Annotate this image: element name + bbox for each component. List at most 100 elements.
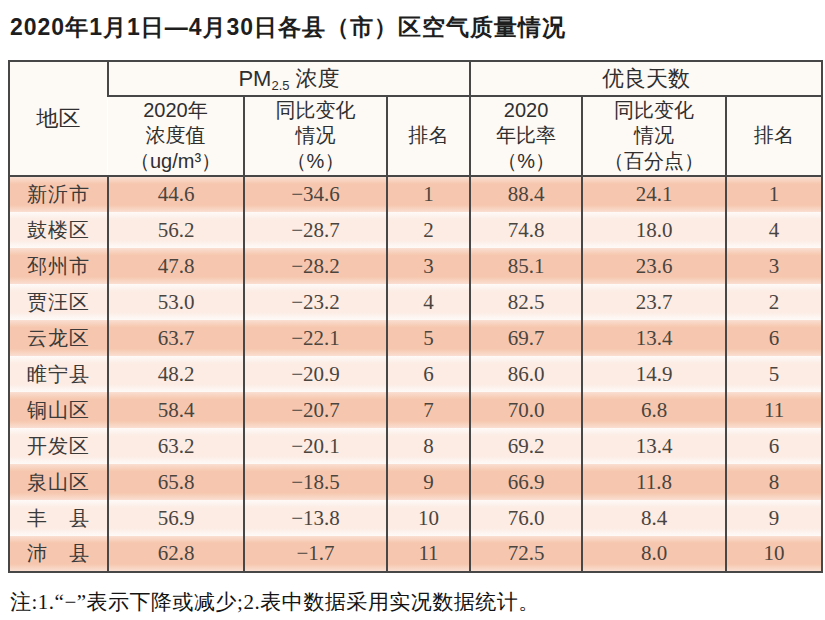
region-cell: 鼓楼区 <box>9 212 108 248</box>
table-row: 丰 县56.9−13.81076.08.49 <box>9 500 822 536</box>
good-rank-cell: 3 <box>726 248 822 284</box>
good-change-cell: 11.8 <box>582 464 726 500</box>
pm-value-cell: 44.6 <box>108 176 244 212</box>
good-change-cell: 13.4 <box>582 320 726 356</box>
good-change-header: 同比变化 情况 （百分点） <box>582 96 726 176</box>
pm-value-cell: 56.9 <box>108 500 244 536</box>
good-days-group-header: 优良天数 <box>470 61 822 96</box>
good-ratio-cell: 66.9 <box>470 464 582 500</box>
pm-value-cell: 56.2 <box>108 212 244 248</box>
pm-value-cell: 65.8 <box>108 464 244 500</box>
good-rank-cell: 8 <box>726 464 822 500</box>
good-change-cell: 13.4 <box>582 428 726 464</box>
pm-rank-cell: 3 <box>387 248 470 284</box>
pm-change-cell: −18.5 <box>244 464 387 500</box>
table-row: 铜山区58.4−20.7770.06.811 <box>9 392 822 428</box>
good-ratio-cell: 76.0 <box>470 500 582 536</box>
pm-value-cell: 62.8 <box>108 536 244 572</box>
good-ratio-cell: 82.5 <box>470 284 582 320</box>
pm25-label-prefix: PM <box>238 66 271 91</box>
pm-change-cell: −20.7 <box>244 392 387 428</box>
pm-change-cell: −34.6 <box>244 176 387 212</box>
pm25-label-suffix: 浓度 <box>289 66 339 91</box>
pm-rank-cell: 11 <box>387 536 470 572</box>
pm-rank-cell: 9 <box>387 464 470 500</box>
good-rank-header: 排名 <box>726 96 822 176</box>
region-cell: 邳州市 <box>9 248 108 284</box>
pm-value-cell: 58.4 <box>108 392 244 428</box>
region-cell: 睢宁县 <box>9 356 108 392</box>
good-rank-cell: 2 <box>726 284 822 320</box>
good-rank-cell: 5 <box>726 356 822 392</box>
pm-change-cell: −20.9 <box>244 356 387 392</box>
good-ratio-header: 2020 年比率 （%） <box>470 96 582 176</box>
good-change-cell: 6.8 <box>582 392 726 428</box>
pm-rank-cell: 1 <box>387 176 470 212</box>
good-rank-cell: 10 <box>726 536 822 572</box>
good-change-cell: 24.1 <box>582 176 726 212</box>
pm-value-cell: 63.7 <box>108 320 244 356</box>
good-ratio-cell: 74.8 <box>470 212 582 248</box>
good-ratio-cell: 69.7 <box>470 320 582 356</box>
table-row: 云龙区63.7−22.1569.713.46 <box>9 320 822 356</box>
header-group-row: 地区 PM2.5 浓度 优良天数 <box>9 61 822 96</box>
good-change-cell: 23.7 <box>582 284 726 320</box>
pm-value-cell: 48.2 <box>108 356 244 392</box>
table-row: 开发区63.2−20.1869.213.46 <box>9 428 822 464</box>
pm-value-cell: 47.8 <box>108 248 244 284</box>
table-header: 地区 PM2.5 浓度 优良天数 2020年 浓度值 （ug/m³） 同比变化 … <box>9 61 822 176</box>
region-cell: 沛 县 <box>9 536 108 572</box>
pm-change-cell: −28.7 <box>244 212 387 248</box>
pm25-group-header: PM2.5 浓度 <box>108 61 470 96</box>
good-ratio-cell: 72.5 <box>470 536 582 572</box>
good-ratio-cell: 88.4 <box>470 176 582 212</box>
pm-rank-cell: 4 <box>387 284 470 320</box>
table-row: 沛 县62.8−1.71172.58.010 <box>9 536 822 572</box>
table-row: 睢宁县48.2−20.9686.014.95 <box>9 356 822 392</box>
region-column-header: 地区 <box>9 61 108 176</box>
table-row: 鼓楼区56.2−28.7274.818.04 <box>9 212 822 248</box>
good-ratio-cell: 85.1 <box>470 248 582 284</box>
good-rank-cell: 6 <box>726 428 822 464</box>
region-cell: 贾汪区 <box>9 284 108 320</box>
table-body: 新沂市44.6−34.6188.424.11鼓楼区56.2−28.7274.81… <box>9 176 822 572</box>
good-ratio-cell: 70.0 <box>470 392 582 428</box>
pm-rank-cell: 10 <box>387 500 470 536</box>
pm-change-cell: −1.7 <box>244 536 387 572</box>
good-rank-cell: 11 <box>726 392 822 428</box>
good-rank-cell: 6 <box>726 320 822 356</box>
pm-rank-cell: 8 <box>387 428 470 464</box>
good-change-cell: 18.0 <box>582 212 726 248</box>
pm-value-header: 2020年 浓度值 （ug/m³） <box>108 96 244 176</box>
pm-change-header: 同比变化 情况 （%） <box>244 96 387 176</box>
region-cell: 铜山区 <box>9 392 108 428</box>
region-cell: 开发区 <box>9 428 108 464</box>
good-change-cell: 8.0 <box>582 536 726 572</box>
table-row: 邳州市47.8−28.2385.123.63 <box>9 248 822 284</box>
region-cell: 云龙区 <box>9 320 108 356</box>
pm-value-cell: 53.0 <box>108 284 244 320</box>
good-change-cell: 23.6 <box>582 248 726 284</box>
good-ratio-cell: 69.2 <box>470 428 582 464</box>
region-cell: 泉山区 <box>9 464 108 500</box>
good-ratio-cell: 86.0 <box>470 356 582 392</box>
pm-change-cell: −28.2 <box>244 248 387 284</box>
pm-change-cell: −13.8 <box>244 500 387 536</box>
pm-rank-cell: 7 <box>387 392 470 428</box>
pm-rank-cell: 5 <box>387 320 470 356</box>
good-rank-cell: 4 <box>726 212 822 248</box>
pm-change-cell: −20.1 <box>244 428 387 464</box>
table-row: 新沂市44.6−34.6188.424.11 <box>9 176 822 212</box>
header-sub-row: 2020年 浓度值 （ug/m³） 同比变化 情况 （%） 排名 2020 年比… <box>9 96 822 176</box>
pm-value-cell: 63.2 <box>108 428 244 464</box>
page-title: 2020年1月1日—4月30日各县（市）区空气质量情况 <box>10 12 815 43</box>
region-cell: 丰 县 <box>9 500 108 536</box>
air-quality-table: 地区 PM2.5 浓度 优良天数 2020年 浓度值 （ug/m³） 同比变化 … <box>8 60 823 573</box>
pm-change-cell: −22.1 <box>244 320 387 356</box>
table-row: 贾汪区53.0−23.2482.523.72 <box>9 284 822 320</box>
good-rank-cell: 9 <box>726 500 822 536</box>
pm-rank-cell: 6 <box>387 356 470 392</box>
good-rank-cell: 1 <box>726 176 822 212</box>
pm-rank-cell: 2 <box>387 212 470 248</box>
region-cell: 新沂市 <box>9 176 108 212</box>
